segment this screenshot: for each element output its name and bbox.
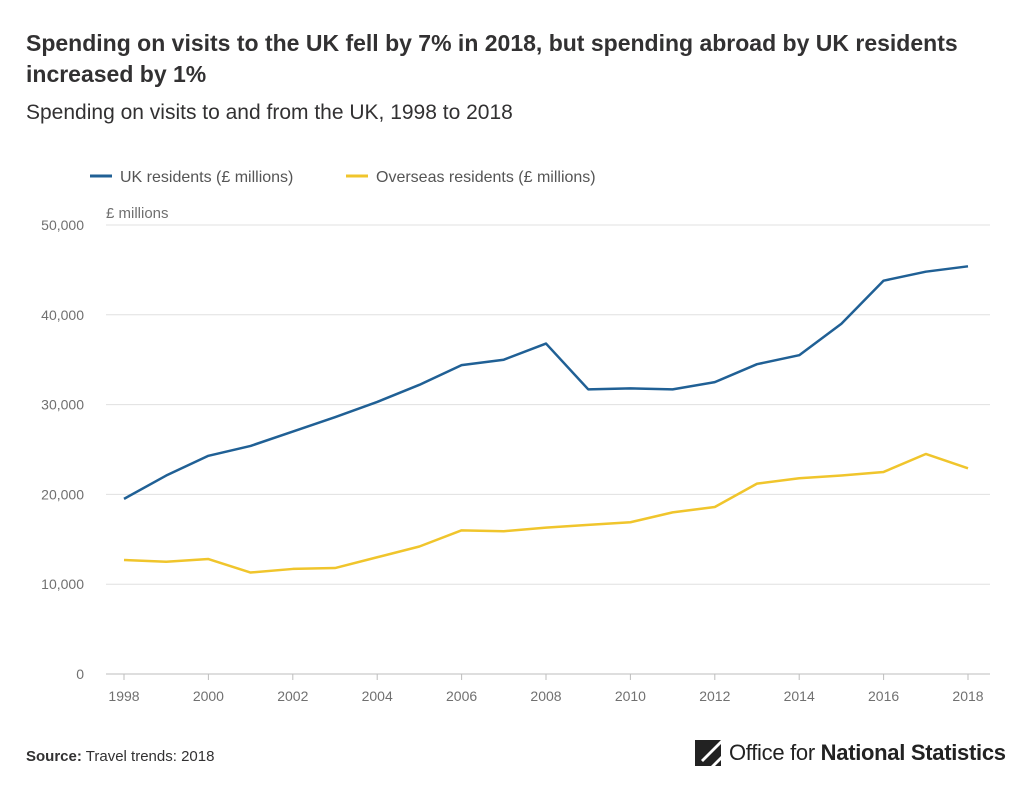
source-label: Source: [26,748,82,765]
x-tick-label: 2016 [868,688,899,704]
ons-logo-icon [695,740,721,766]
source-text: Travel trends: 2018 [85,748,215,765]
ons-logo: Office for National Statistics [695,738,1006,768]
y-tick-label: 10,000 [41,576,84,592]
gridlines [106,224,990,585]
chart-subtitle: Spending on visits to and from the UK, 1… [26,101,513,124]
y-axis-ticks: 0 10,000 20,000 30,000 40,000 50,000 [41,217,84,682]
series-lines [123,265,969,574]
x-tick-label: 2006 [446,688,477,704]
x-tick-label: 2010 [615,688,646,704]
y-tick-label: 50,000 [41,217,84,233]
y-tick-label: 0 [76,666,84,682]
y-tick-label: 40,000 [41,307,84,323]
x-tick-label: 2002 [277,688,308,704]
x-tick-label: 2000 [193,688,224,704]
x-tick-label: 2004 [362,688,393,704]
x-axis: 1998 2000 2002 2004 2006 2008 2010 2012 2014 2016… [106,673,990,704]
x-tick-label: 2014 [784,688,815,704]
x-tick-label: 2012 [699,688,730,704]
x-tick-label: 2018 [952,688,983,704]
y-tick-label: 20,000 [41,486,84,502]
x-tick-label: 1998 [108,688,139,704]
source-note: Source: Travel trends: 2018 [26,748,214,765]
y-tick-label: 30,000 [41,397,84,413]
legend: UK residents (£ millions) Overseas reside… [90,169,596,186]
y-axis-label: £ millions [106,205,169,222]
legend-label: UK residents (£ millions) [120,169,293,186]
chart-title: Spending on visits to the UK fell by 7% … [26,30,958,87]
legend-label: Overseas residents (£ millions) [376,169,596,186]
ons-logo-text: Office for National Statistics [729,740,1006,765]
series-line-0 [123,265,969,500]
series-line-1 [123,452,969,574]
x-tick-label: 2008 [530,688,561,704]
